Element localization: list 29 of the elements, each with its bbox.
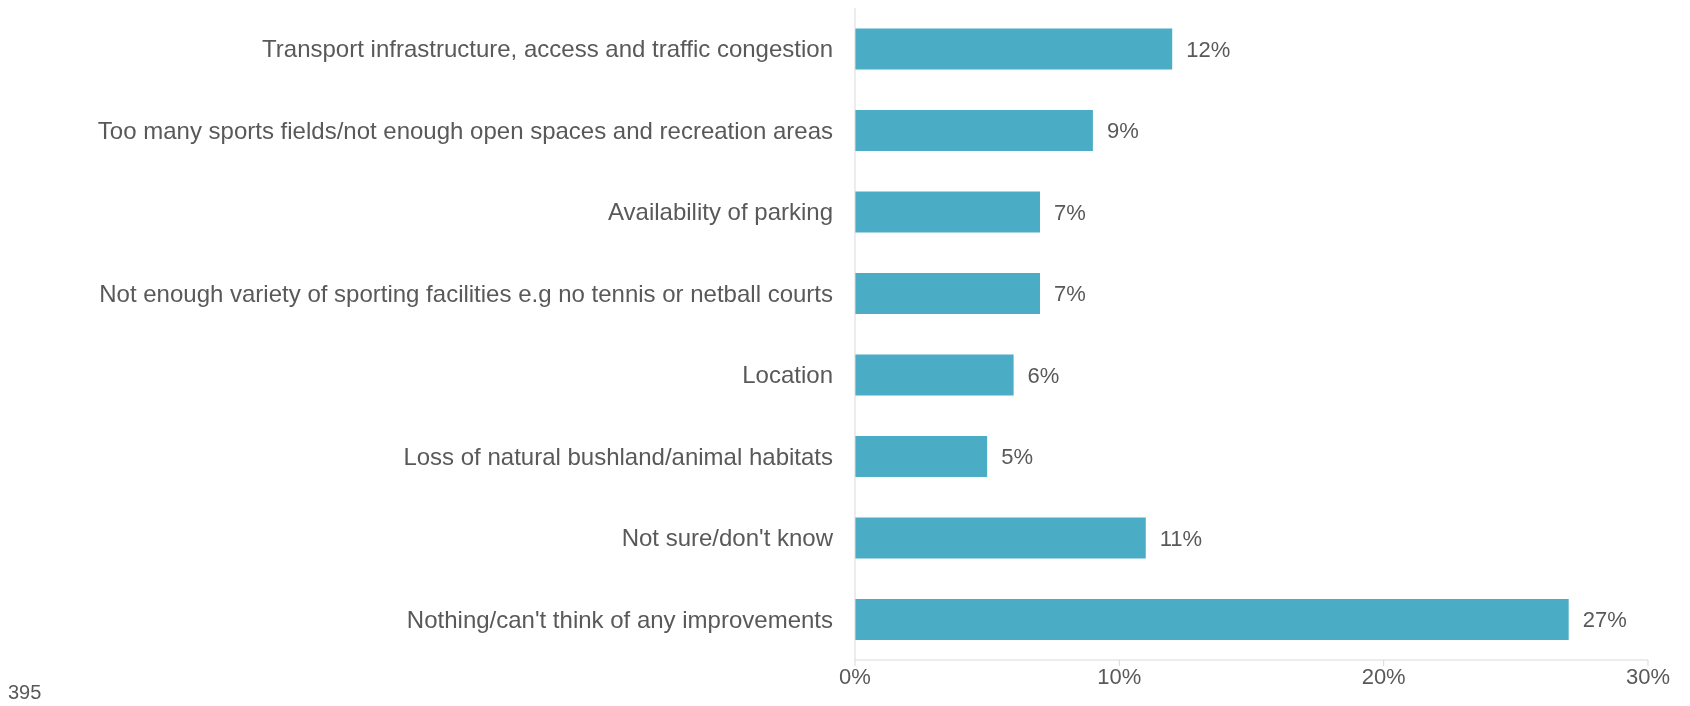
bar <box>855 354 1014 396</box>
data-label: 11% <box>1159 525 1203 551</box>
bar <box>855 435 988 477</box>
y-tick-label: Nothing/can't think of any improvements <box>406 605 833 633</box>
data-label: 12% <box>1186 36 1231 62</box>
bar <box>855 272 1041 314</box>
y-tick-label: Loss of natural bushland/animal habitats <box>403 442 833 470</box>
bar <box>855 109 1093 151</box>
y-tick-label: Too many sports fields/not enough open spaces and recreation areas <box>97 116 833 144</box>
bar <box>855 598 1569 640</box>
x-tick-label: 0% <box>839 663 871 689</box>
y-tick-label: Availability of parking <box>607 198 833 226</box>
bar <box>855 191 1041 233</box>
data-label: 6% <box>1027 362 1060 388</box>
bar <box>855 517 1146 559</box>
data-label: 5% <box>1001 444 1033 470</box>
data-label: 9% <box>1106 118 1139 144</box>
x-tick-label: 30% <box>1625 663 1671 689</box>
bar <box>855 28 1173 70</box>
y-tick-label: Location <box>742 361 833 389</box>
x-tick-label: 10% <box>1097 663 1142 689</box>
y-tick-label: Not sure/don't know <box>621 524 834 552</box>
data-label: 7% <box>1054 199 1086 225</box>
text: 395 <box>8 681 42 704</box>
data-label: 7% <box>1054 281 1086 307</box>
data-label: 27% <box>1582 607 1627 633</box>
y-tick-label: Transport infrastructure, access and traffic congestion <box>262 35 833 63</box>
y-tick-label: Not enough variety of sporting facilities e.g no tennis or netball courts <box>99 279 833 307</box>
x-tick-label: 20% <box>1361 663 1406 689</box>
